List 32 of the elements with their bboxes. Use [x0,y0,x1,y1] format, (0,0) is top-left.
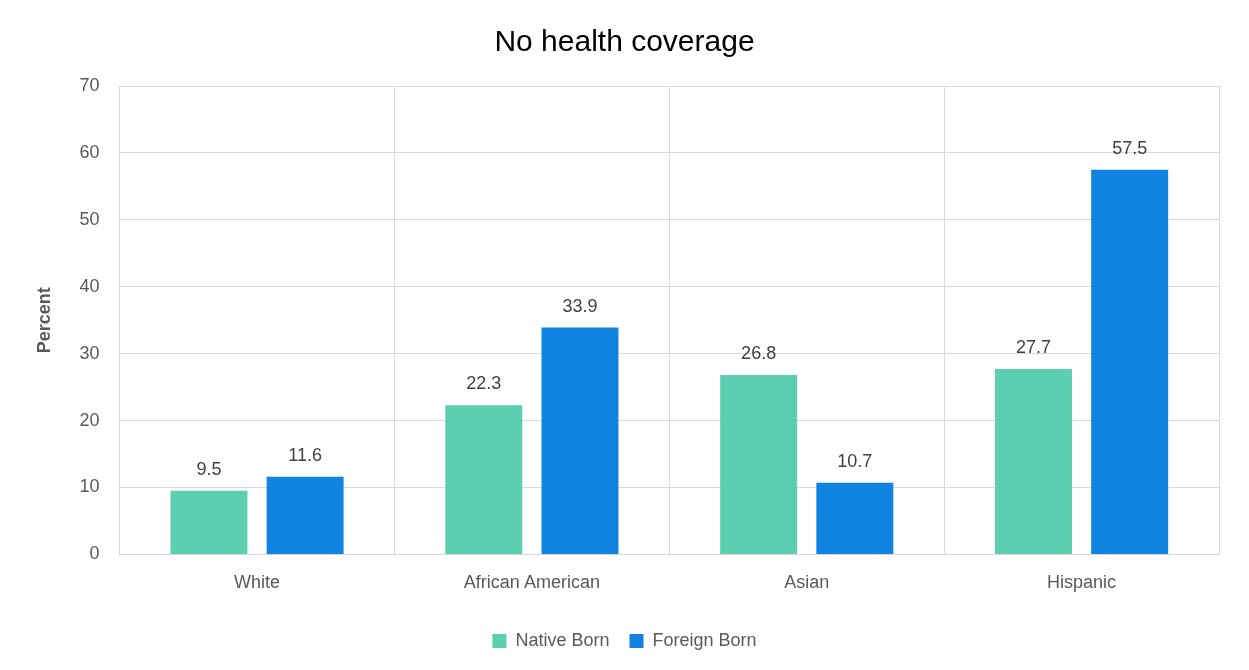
y-tick-label: 60 [79,141,100,162]
data-label: 9.5 [196,458,222,479]
bar [720,375,798,554]
x-tick-label: Asian [784,572,830,593]
y-tick-label: 40 [79,275,100,296]
bar [1091,169,1169,554]
data-label: 26.8 [741,343,777,364]
bar [266,476,344,554]
y-tick-label: 50 [79,208,100,229]
data-label: 11.6 [288,444,322,465]
data-label: 33.9 [562,295,598,316]
legend-label: Foreign Born [652,629,757,650]
bar [995,369,1072,554]
y-tick-label: 10 [79,476,100,497]
y-tick-label: 70 [79,74,100,95]
bar [170,490,248,554]
bar [816,482,894,554]
chart-title: No health coverage [494,24,755,58]
y-tick-label: 30 [79,342,100,363]
legend-label: Native Born [515,629,610,650]
y-tick-label: 0 [89,543,100,564]
x-tick-label: Hispanic [1047,572,1117,593]
bar [541,327,619,554]
bar [445,405,523,554]
data-label: 57.5 [1112,137,1148,158]
data-label: 27.7 [1015,337,1051,358]
x-tick-label: White [234,572,281,593]
data-label: 10.7 [837,450,873,471]
y-tick-label: 20 [79,409,100,430]
data-label: 22.3 [466,373,502,394]
y-axis-title: Percent [33,287,54,354]
x-tick-label: African American [463,572,600,593]
